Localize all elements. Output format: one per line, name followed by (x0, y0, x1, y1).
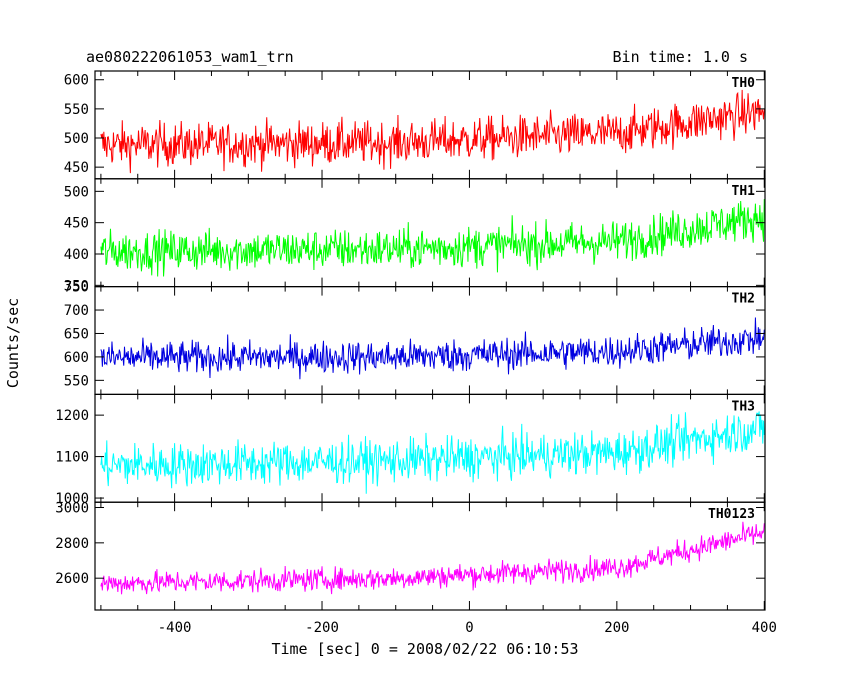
x-tick-label: 0 (465, 620, 473, 636)
panel-th2: 550 600 650 700 750 TH2 (64, 280, 766, 396)
y-tick-label: 550 (64, 102, 89, 118)
y-tick-label: 750 (64, 280, 89, 296)
panel-th0: 450 500 550 600 TH0 (64, 70, 766, 180)
panel-th3: 1000 1100 1200 TH3 (55, 393, 766, 507)
y-tick-label: 2800 (55, 536, 89, 552)
series-line-th0 (100, 89, 765, 174)
y-tick-label: 400 (64, 247, 89, 263)
y-tick-label: 700 (64, 303, 89, 319)
panels-group: 450 500 550 600 TH0 350 400 450 500 TH1 550 600 650 7… (55, 70, 766, 611)
y-tick-label: 350 (64, 278, 89, 294)
panel-label-th2: TH2 (732, 292, 755, 307)
y-tick-label: 500 (64, 184, 89, 200)
y-tick-label: 1100 (55, 450, 89, 466)
y-tick-label: 3000 (55, 501, 89, 517)
panel-frame (94, 501, 766, 611)
y-tick-label: 650 (64, 326, 89, 342)
y-tick-label: 1200 (55, 408, 89, 424)
y-tick-label: 2600 (55, 571, 89, 587)
series-line-th3 (100, 411, 765, 494)
panel-frame (94, 70, 766, 180)
series-line-th1 (100, 199, 765, 277)
y-tick-label: 450 (64, 216, 89, 232)
panel-th0123: 2600 2800 3000 TH0123 (55, 501, 766, 611)
x-tick-label: -400 (158, 620, 192, 636)
panel-label-th0: TH0 (732, 76, 756, 91)
chart-title-right: Bin time: 1.0 s (613, 48, 748, 66)
x-tick-label: 400 (752, 620, 777, 636)
panel-label-th1: TH1 (732, 184, 756, 199)
y-tick-label: 450 (64, 160, 89, 176)
panel-th1: 350 400 450 500 TH1 (64, 178, 766, 294)
panel-frame (94, 178, 766, 288)
panel-frame (94, 286, 766, 396)
x-axis: -400 -200 0 200 400 (158, 620, 777, 636)
panel-label-th3: TH3 (732, 399, 755, 414)
x-axis-label: Time [sec] 0 = 2008/02/22 06:10:53 (271, 640, 578, 658)
series-line-th2 (100, 317, 765, 380)
y-tick-label: 600 (64, 73, 89, 89)
y-tick-label: 1000 (55, 491, 89, 507)
y-axis-label: Counts/sec (4, 298, 22, 388)
panel-label-th0123: TH0123 (708, 507, 755, 522)
series-line-th0123 (100, 521, 765, 595)
y-tick-label: 600 (64, 350, 89, 366)
chart-title-left: ae080222061053_wam1_trn (86, 48, 294, 66)
x-tick-label: 200 (604, 620, 629, 636)
y-tick-label: 500 (64, 131, 89, 147)
y-tick-label: 550 (64, 373, 89, 389)
x-tick-label: -200 (305, 620, 339, 636)
